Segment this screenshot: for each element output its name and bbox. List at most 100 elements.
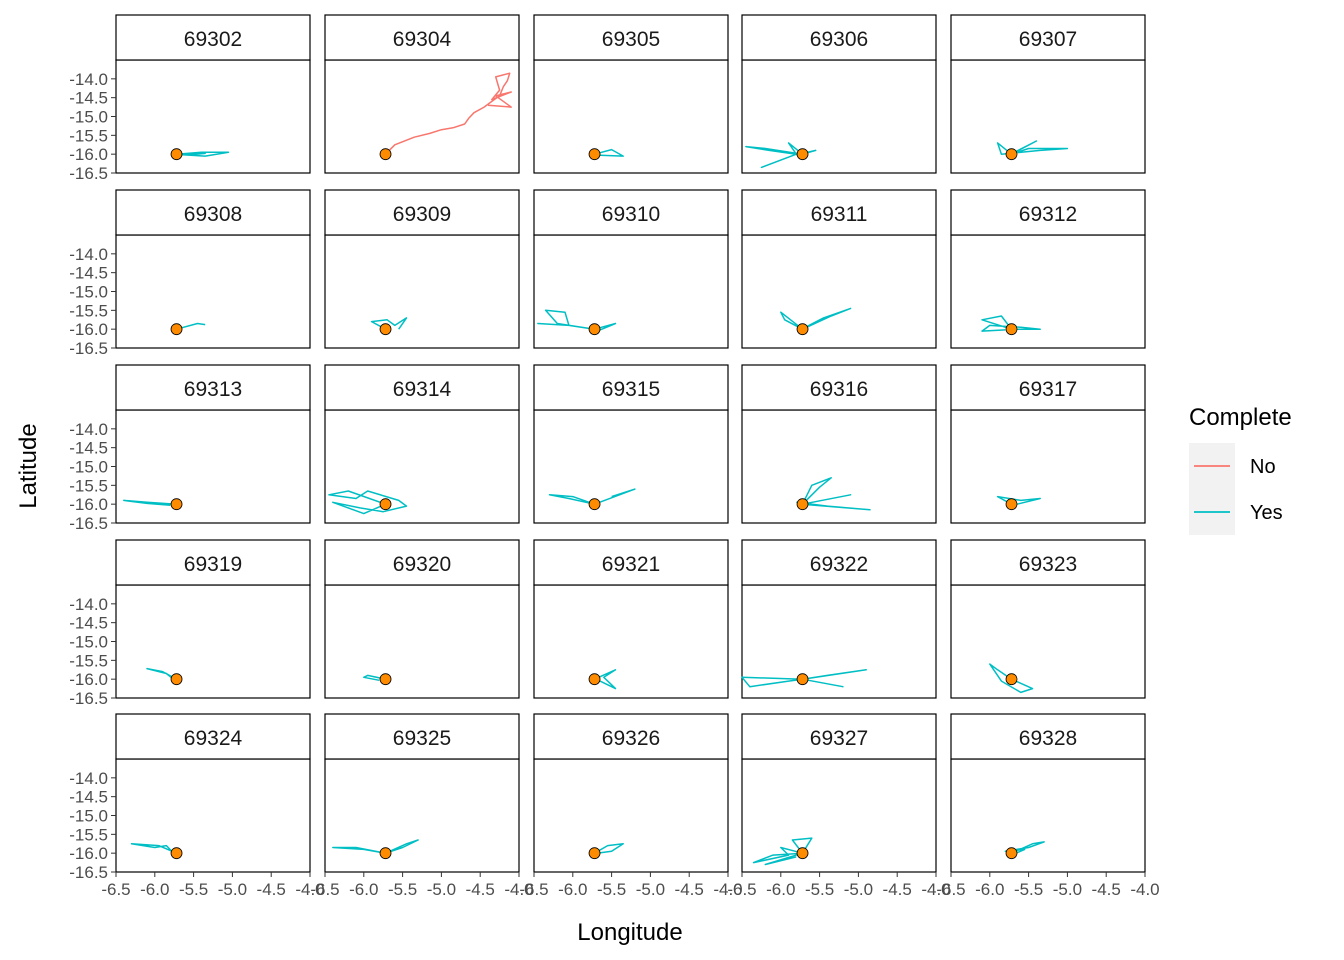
facet-strip bbox=[324, 713, 520, 760]
origin-point bbox=[379, 148, 392, 161]
facet-panel-69325: 69325 -6.5 -6.0 -5.5 -5.0 -4.5 -4.0 bbox=[310, 713, 534, 899]
x-tick-label: -4.0 bbox=[921, 880, 950, 899]
panel-border bbox=[324, 584, 520, 699]
facet-strip bbox=[950, 364, 1146, 411]
facet-strip bbox=[115, 189, 311, 236]
panel-border bbox=[533, 584, 729, 699]
y-tick-label: -14.5 bbox=[69, 264, 108, 283]
facet-strip-label: 69310 bbox=[602, 203, 660, 226]
x-tick-label: -4.0 bbox=[1130, 880, 1159, 899]
y-tick-label: -16.0 bbox=[69, 844, 108, 863]
facet-strip-label: 69308 bbox=[184, 203, 242, 226]
x-tick-label: -6.0 bbox=[766, 880, 795, 899]
track-line bbox=[594, 148, 624, 157]
facet-strip bbox=[741, 189, 937, 236]
y-tick-label: -15.0 bbox=[69, 283, 108, 302]
facet-strip bbox=[741, 713, 937, 760]
facet-strip-label: 69313 bbox=[184, 378, 242, 401]
facet-strip-label: 69316 bbox=[810, 378, 868, 401]
y-tick-label: -14.5 bbox=[69, 614, 108, 633]
facet-strip bbox=[324, 539, 520, 586]
x-tick-label: -4.5 bbox=[883, 880, 912, 899]
y-tick-label: -14.0 bbox=[69, 595, 108, 614]
track-line bbox=[1004, 841, 1045, 856]
y-tick-label: -15.5 bbox=[69, 126, 108, 145]
facet-strip-label: 69322 bbox=[810, 553, 868, 576]
x-axis-title: Longitude bbox=[577, 919, 682, 946]
facet-strip bbox=[741, 364, 937, 411]
y-tick-label: -15.0 bbox=[69, 458, 108, 477]
y-tick-label: -14.0 bbox=[69, 769, 108, 788]
y-tick-label: -16.5 bbox=[69, 514, 108, 533]
facet-panel-69321: 69321 bbox=[533, 539, 729, 699]
panel-border bbox=[324, 59, 520, 174]
y-tick-label: -16.0 bbox=[69, 495, 108, 514]
facet-strip-label: 69317 bbox=[1019, 378, 1077, 401]
y-tick-label: -15.0 bbox=[69, 633, 108, 652]
panel-border bbox=[115, 234, 311, 349]
facet-strip bbox=[533, 14, 729, 61]
origin-point bbox=[796, 498, 809, 511]
x-tick-label: -4.0 bbox=[295, 880, 324, 899]
panel-border bbox=[741, 59, 937, 174]
panel-border bbox=[950, 234, 1146, 349]
facet-strip-label: 69325 bbox=[393, 727, 451, 750]
track-line bbox=[796, 477, 871, 511]
facet-strip bbox=[115, 14, 311, 61]
facet-strip bbox=[533, 189, 729, 236]
panel-border bbox=[950, 59, 1146, 174]
y-tick-label: -16.5 bbox=[69, 863, 108, 882]
y-tick-label: -14.5 bbox=[69, 788, 108, 807]
x-tick-label: -5.5 bbox=[179, 880, 208, 899]
panel-border bbox=[115, 59, 311, 174]
track-line bbox=[741, 669, 867, 688]
x-tick-label: -4.5 bbox=[257, 880, 286, 899]
facet-strip bbox=[533, 713, 729, 760]
origin-point bbox=[588, 498, 601, 511]
origin-point bbox=[170, 148, 183, 161]
facet-panel-69310: 69310 bbox=[533, 189, 729, 349]
facet-panels: 69302-14.0-14.5-15.0-15.5-16.0-16.569304… bbox=[69, 14, 1160, 899]
x-tick-label: -4.0 bbox=[713, 880, 742, 899]
facet-panel-69327: 69327 -6.5 -6.0 -5.5 -5.0 -4.5 -4.0 bbox=[727, 713, 951, 899]
panel-border bbox=[324, 234, 520, 349]
origin-point bbox=[588, 148, 601, 161]
origin-point bbox=[170, 673, 183, 686]
x-tick-label: -6.5 bbox=[101, 880, 130, 899]
facet-strip-label: 69302 bbox=[184, 28, 242, 51]
x-tick-label: -4.0 bbox=[504, 880, 533, 899]
facet-panel-69311: 69311 bbox=[741, 189, 937, 349]
panel-border bbox=[324, 409, 520, 524]
x-tick-label: -6.0 bbox=[140, 880, 169, 899]
y-tick-label: -15.5 bbox=[69, 476, 108, 495]
facet-strip bbox=[115, 539, 311, 586]
origin-point bbox=[588, 673, 601, 686]
panel-border bbox=[533, 234, 729, 349]
facet-panel-69317: 69317 bbox=[950, 364, 1146, 524]
facet-strip-label: 69312 bbox=[1019, 203, 1077, 226]
origin-point bbox=[170, 323, 183, 336]
facet-strip-label: 69307 bbox=[1019, 28, 1077, 51]
facet-panel-69326: 69326 -6.5 -6.0 -5.5 -5.0 -4.5 -4.0 bbox=[519, 713, 743, 899]
facet-panel-69306: 69306 bbox=[741, 14, 937, 174]
panel-border bbox=[533, 409, 729, 524]
y-tick-label: -16.5 bbox=[69, 164, 108, 183]
x-tick-label: -4.5 bbox=[466, 880, 495, 899]
panel-border bbox=[741, 409, 937, 524]
x-tick-label: -5.5 bbox=[805, 880, 834, 899]
panel-border bbox=[324, 758, 520, 873]
origin-point bbox=[796, 323, 809, 336]
facet-strip bbox=[741, 539, 937, 586]
x-tick-label: -5.0 bbox=[427, 880, 456, 899]
facet-strip bbox=[324, 14, 520, 61]
panel-border bbox=[950, 584, 1146, 699]
panel-border bbox=[741, 584, 937, 699]
x-tick-label: -6.5 bbox=[519, 880, 548, 899]
track-line bbox=[996, 140, 1069, 156]
x-tick-label: -5.0 bbox=[636, 880, 665, 899]
origin-point bbox=[1005, 673, 1018, 686]
x-tick-label: -6.0 bbox=[349, 880, 378, 899]
legend: Complete No Yes bbox=[1189, 404, 1292, 535]
y-tick-label: -16.0 bbox=[69, 320, 108, 339]
